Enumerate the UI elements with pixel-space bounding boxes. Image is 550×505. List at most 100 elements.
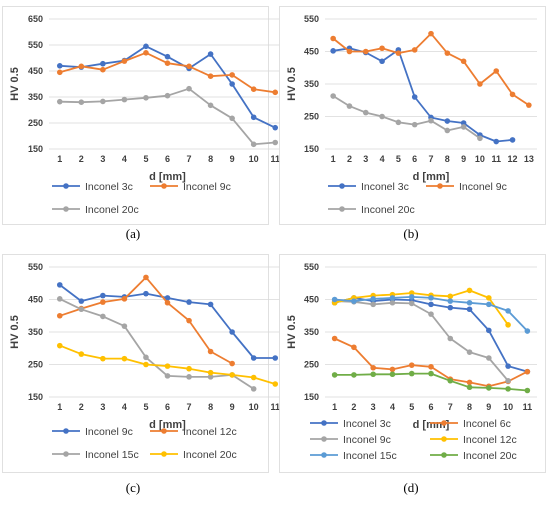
data-point (56, 296, 63, 302)
x-tick-label: 6 (428, 402, 433, 412)
y-axis-title: HV 0.5 (286, 67, 298, 101)
series-line (59, 298, 255, 390)
data-point (100, 313, 106, 320)
y-tick-label: 250 (304, 112, 319, 122)
legend-swatch-marker (321, 452, 327, 458)
y-tick-label: 150 (28, 144, 43, 154)
legend-swatch-marker (437, 183, 443, 189)
data-point (447, 293, 454, 300)
data-point (250, 386, 257, 392)
data-point (447, 298, 454, 304)
data-point (186, 365, 192, 372)
x-tick-label: 11 (523, 402, 533, 412)
chart-panel-d: 150 250 350 450 550 1 2 3 4 5 6 7 8 9 10 11 d [mm] HV 0.5… (279, 254, 546, 495)
data-point (362, 109, 369, 116)
data-point (164, 299, 171, 306)
data-point (486, 295, 492, 301)
data-point (362, 48, 369, 55)
data-point (331, 335, 338, 342)
x-tick-label: 3 (371, 402, 376, 412)
legend-swatch-marker (441, 420, 447, 426)
data-point (121, 355, 128, 362)
data-point (444, 118, 451, 124)
legend-item: Inconel 20c (328, 204, 415, 216)
y-tick-label: 650 (28, 14, 43, 24)
data-point (207, 348, 214, 355)
series-inconel-9c (330, 30, 532, 108)
data-point (351, 372, 357, 378)
data-point (509, 137, 516, 143)
data-point (493, 68, 500, 74)
legend-swatch-marker (321, 420, 327, 426)
x-tick-label: 1 (57, 402, 62, 412)
data-point (250, 374, 257, 381)
x-tick-label: 9 (230, 154, 235, 164)
data-point (331, 296, 338, 303)
data-point (370, 296, 376, 302)
chart-panel-a: 150 250 350 450 550 650 1 2 3 4 5 6 7 8 9 10 11 d [mm] HV … (2, 6, 286, 241)
y-tick-label: 150 (304, 392, 319, 402)
legend-item: Inconel 9c (150, 181, 231, 193)
data-point (444, 127, 451, 134)
x-tick-label: 4 (390, 402, 395, 412)
data-point (56, 69, 63, 76)
data-point (379, 58, 385, 65)
data-point (143, 290, 149, 297)
legend-item: Inconel 3c (328, 181, 409, 193)
data-point (143, 354, 149, 361)
data-point (411, 121, 418, 128)
y-tick-label: 350 (304, 327, 319, 337)
legend-item: Inconel 15c (52, 449, 139, 461)
y-tick-label: 550 (304, 262, 319, 272)
y-tick-label: 350 (28, 92, 43, 102)
x-tick-label: 2 (347, 154, 352, 164)
y-tick-label: 350 (28, 327, 43, 337)
x-tick-label: 11 (270, 402, 280, 412)
data-point (486, 327, 492, 334)
chart-frame (279, 6, 546, 225)
data-point (505, 322, 511, 328)
legend-swatch-marker (339, 183, 345, 189)
data-point (78, 99, 85, 105)
legend-item: Inconel 9c (310, 434, 391, 446)
data-point (447, 335, 454, 342)
y-tick-label: 450 (304, 47, 319, 57)
data-point (229, 372, 235, 378)
data-point (524, 328, 531, 334)
data-point (444, 50, 451, 56)
legend-swatch-marker (63, 183, 69, 189)
series-inconel-9c (331, 298, 511, 384)
legend-item: Inconel 9c (52, 426, 133, 438)
data-point (370, 301, 376, 308)
x-tick-label: 10 (503, 402, 513, 412)
data-point (389, 295, 396, 301)
legend-label: Inconel 6c (463, 418, 511, 430)
x-tick-label: 11 (491, 154, 501, 164)
data-point (389, 371, 396, 378)
series-line (334, 289, 509, 326)
x-tick-label: 6 (165, 154, 170, 164)
data-point (351, 344, 357, 351)
data-point (428, 311, 434, 317)
x-tick-label: 7 (187, 154, 192, 164)
data-point (370, 364, 376, 371)
data-point (207, 102, 214, 109)
y-tick-label: 550 (28, 262, 43, 272)
data-point (207, 73, 214, 79)
y-tick-label: 450 (304, 295, 319, 305)
data-point (466, 306, 473, 313)
legend-item: Inconel 15c (310, 450, 397, 462)
data-point (486, 385, 492, 391)
data-point (466, 379, 473, 386)
data-point (466, 384, 473, 391)
data-point (186, 63, 192, 70)
data-point (428, 370, 434, 377)
x-tick-label: 8 (445, 154, 450, 164)
x-tick-label: 1 (332, 402, 337, 412)
x-tick-label: 10 (249, 402, 259, 412)
data-point (143, 274, 149, 281)
data-point (229, 72, 235, 78)
x-tick-label: 4 (122, 154, 127, 164)
legend-swatch-marker (321, 436, 327, 442)
data-point (395, 50, 402, 56)
